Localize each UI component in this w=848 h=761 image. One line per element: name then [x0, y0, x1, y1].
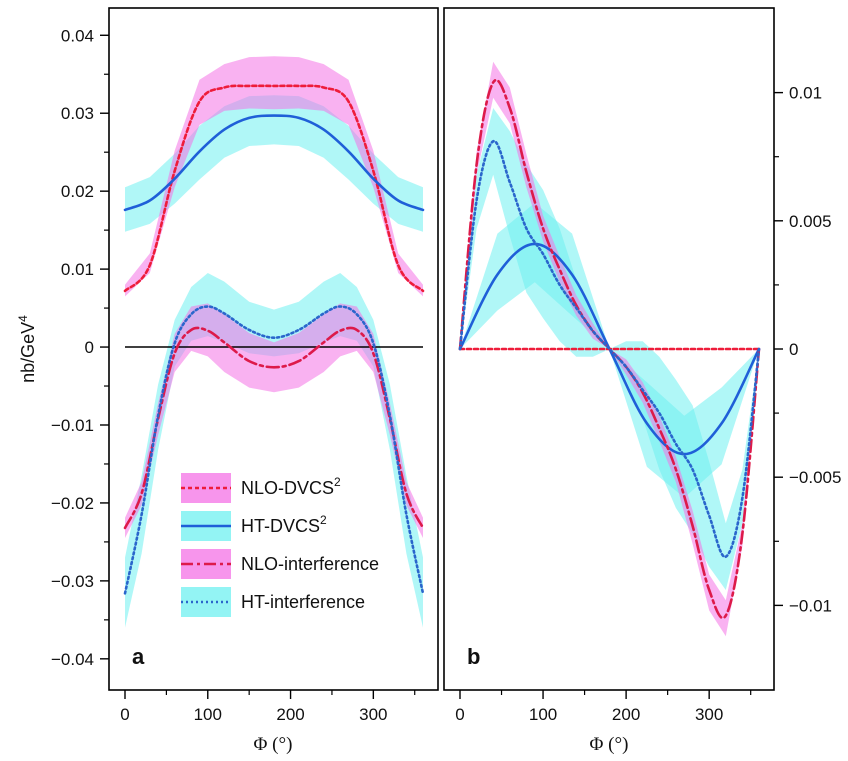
series-line-a-3: [123, 305, 425, 595]
panel-a-ticks: 0 100 200 300 −0.04 −0.03 −0.02 −0.01 0 0.01 0.02 0…: [51, 26, 416, 724]
xtick-label-b-2: 200: [612, 705, 640, 724]
legend-label-3: HT-interference: [241, 592, 365, 612]
xtick-label-a-1: 100: [194, 705, 222, 724]
legend-label-text: HT-interference: [241, 592, 365, 612]
panel-b-lines: [458, 78, 761, 620]
panel-b-xlabel: Φ (°): [590, 734, 629, 755]
ytick-label-a-0: −0.04: [51, 650, 94, 669]
ytick-label-a-7: 0.03: [61, 104, 94, 123]
xtick-label-b-3: 300: [695, 705, 723, 724]
series-line-a-2: [123, 326, 425, 530]
xtick-label-a-0: 0: [120, 705, 129, 724]
band-a-2: [125, 303, 423, 538]
legend-label-text: NLO-DVCS: [241, 478, 334, 498]
xtick-label-a-2: 200: [276, 705, 304, 724]
panel-b: 0 100 200 300 −0.01 −0.005 0 0.005 0.01 Φ (°) b: [443, 7, 841, 755]
ytick-label-a-1: −0.03: [51, 572, 94, 591]
ytick-label-a-8: 0.04: [61, 26, 94, 45]
ytick-label-a-6: 0.02: [61, 182, 94, 201]
panel-a-frame: [108, 7, 439, 691]
panel-a-xlabel: Φ (°): [254, 734, 293, 755]
legend: NLO-DVCS2HT-DVCS2NLO-interferenceHT-inte…: [181, 473, 379, 617]
legend-label-2: NLO-interference: [241, 554, 379, 574]
band-a-0: [125, 56, 423, 297]
band-a-1: [125, 95, 423, 232]
panel-a-bands: [125, 56, 423, 628]
xtick-label-b-1: 100: [529, 705, 557, 724]
legend-label-superscript: 2: [334, 475, 341, 489]
legend-label-text: NLO-interference: [241, 554, 379, 574]
ytick-label-b-2: 0: [789, 340, 798, 359]
ytick-label-a-3: −0.01: [51, 416, 94, 435]
panel-a-ylabel: nb/GeV4: [16, 315, 38, 383]
legend-label-0: NLO-DVCS2: [241, 475, 341, 498]
ytick-label-a-2: −0.02: [51, 494, 94, 513]
series-line-a-0: [123, 84, 425, 293]
panel-a-label: a: [132, 644, 145, 669]
ylabel-superscript: 4: [16, 315, 30, 322]
ytick-label-a-5: 0.01: [61, 260, 94, 279]
series-line-a-1: [123, 114, 425, 212]
legend-label-1: HT-DVCS2: [241, 513, 327, 536]
legend-label-superscript: 2: [320, 513, 327, 527]
panel-a: 0 100 200 300 −0.04 −0.03 −0.02 −0.01 0 0.01 0.02 0…: [16, 7, 439, 755]
panel-b-ticks: 0 100 200 300 −0.01 −0.005 0 0.005 0.01: [455, 84, 841, 724]
ytick-label-b-0: −0.01: [789, 596, 832, 615]
panel-a-lines: [123, 84, 425, 595]
series-line-b-3: [458, 140, 761, 558]
ytick-label-a-4: 0: [85, 338, 94, 357]
ytick-label-b-3: 0.005: [789, 212, 832, 231]
legend-label-text: HT-DVCS: [241, 516, 320, 536]
xtick-label-b-0: 0: [455, 705, 464, 724]
band-a-3: [125, 273, 423, 628]
ylabel-main: nb/GeV: [18, 322, 38, 383]
xtick-label-a-3: 300: [359, 705, 387, 724]
panel-b-label: b: [467, 644, 480, 669]
ytick-label-b-1: −0.005: [789, 468, 841, 487]
ytick-label-b-4: 0.01: [789, 84, 822, 103]
